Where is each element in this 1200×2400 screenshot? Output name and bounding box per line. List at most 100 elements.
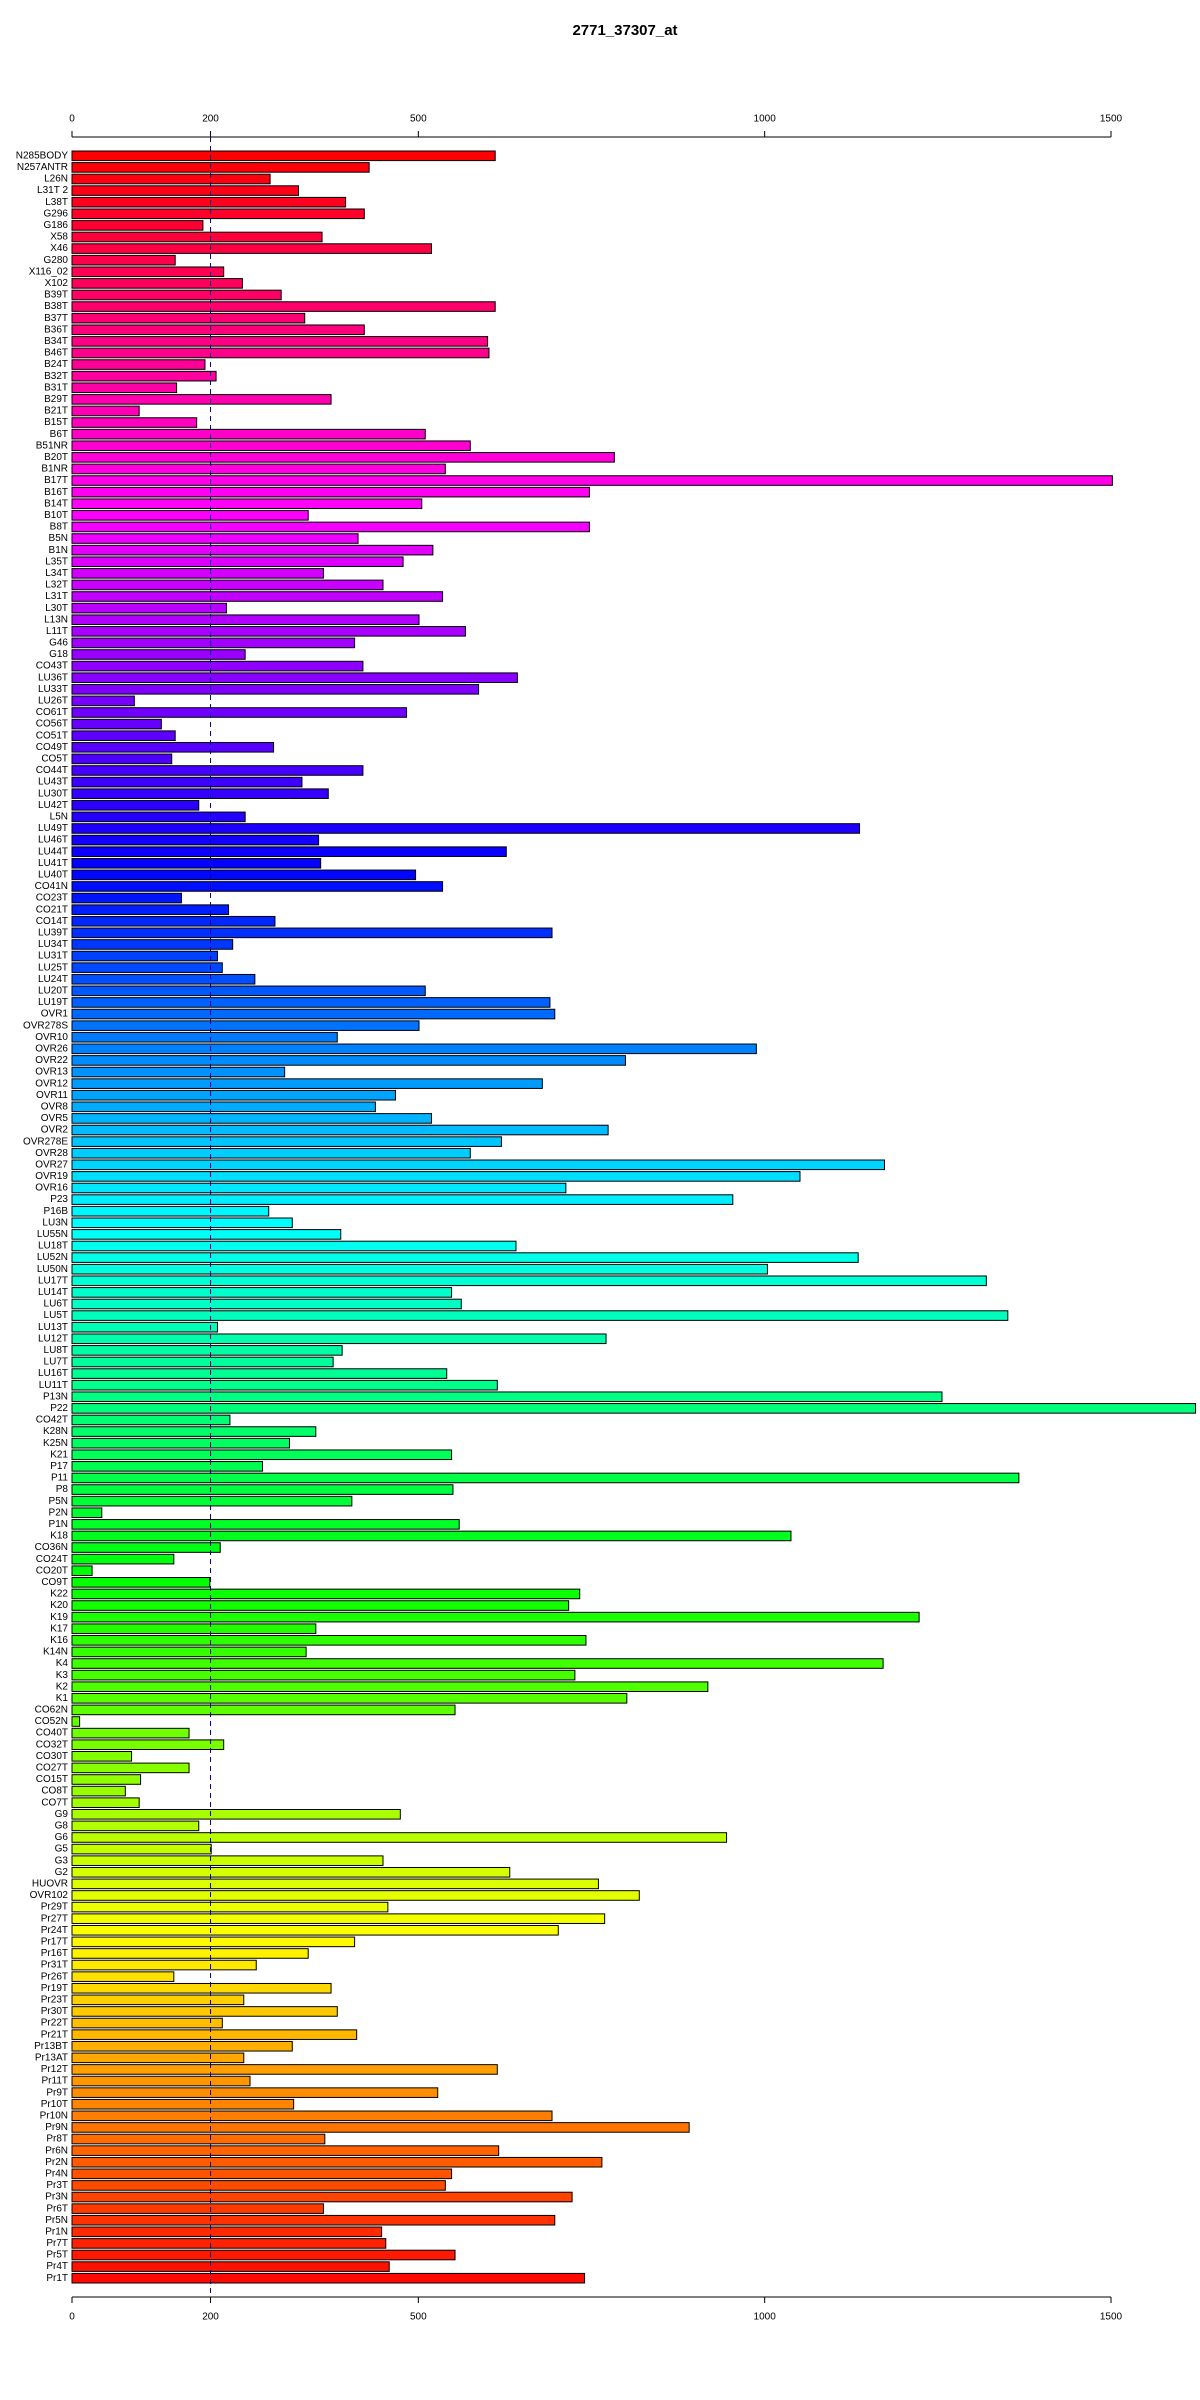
bar <box>71 1866 511 1878</box>
y-tick-label: G2 <box>55 1867 69 1878</box>
bar <box>71 1681 709 1693</box>
y-tick-label: B34T <box>44 336 68 347</box>
y-tick-label: L30T <box>45 603 68 614</box>
y-tick-label: CO36N <box>35 1542 68 1553</box>
bar <box>71 1252 859 1263</box>
bar <box>71 521 590 533</box>
bar <box>71 1577 211 1588</box>
y-tick-label: B14T <box>44 498 68 509</box>
y-tick-label: OVR5 <box>41 1113 69 1124</box>
y-tick-label: OVR27 <box>35 1159 68 1170</box>
bar <box>71 1901 389 1913</box>
x-tick-label: 200 <box>202 2312 219 2323</box>
bar <box>71 1124 609 1136</box>
y-tick-label: Pr17T <box>41 1937 68 1948</box>
y-tick-label: L35T <box>45 556 68 567</box>
bar <box>71 498 423 510</box>
bar <box>71 1020 420 1031</box>
bar <box>71 1461 263 1472</box>
bar <box>71 196 347 208</box>
bar <box>71 1287 453 1298</box>
bar <box>71 2133 326 2145</box>
y-tick-label: LU55N <box>37 1229 68 1240</box>
bar <box>71 672 518 683</box>
y-tick-label: L31T <box>45 591 68 602</box>
bar <box>71 1229 342 1240</box>
y-tick-label: K20 <box>50 1600 68 1611</box>
bar <box>71 1530 792 1542</box>
y-tick-label: CO56T <box>36 719 68 730</box>
y-tick-label: CO44T <box>36 765 68 776</box>
bar <box>71 1147 471 1159</box>
bar <box>71 510 309 521</box>
y-tick-label: OVR19 <box>35 1171 68 1182</box>
y-tick-label: LU14T <box>38 1287 68 1298</box>
bar <box>71 973 256 985</box>
y-tick-label: Pr9T <box>46 2087 68 2098</box>
bar <box>71 915 276 927</box>
bar <box>71 823 861 834</box>
y-tick-label: LU7T <box>44 1357 68 1368</box>
bar <box>71 243 432 254</box>
y-tick-label: HUOVR <box>32 1879 68 1890</box>
bar <box>71 1240 517 1252</box>
bar <box>71 1727 190 1739</box>
bar <box>71 324 365 336</box>
y-tick-label: K4 <box>56 1658 69 1669</box>
bar <box>71 2261 390 2272</box>
bar <box>71 892 182 904</box>
bar <box>71 1379 498 1391</box>
bar <box>71 2238 387 2249</box>
y-tick-label: CO32T <box>36 1739 68 1750</box>
bar <box>71 220 204 231</box>
bar <box>71 997 551 1008</box>
bar <box>71 475 1113 486</box>
bar <box>71 2249 456 2261</box>
y-tick-label: B20T <box>44 452 68 463</box>
y-tick-label: LU24T <box>38 974 68 985</box>
y-tick-label: Pr13AT <box>35 2052 68 2063</box>
bar <box>71 2029 358 2040</box>
y-tick-label: X46 <box>50 243 68 254</box>
y-tick-label: LU50N <box>37 1264 68 1275</box>
bar <box>71 1704 456 1716</box>
y-tick-label: LU17T <box>38 1275 68 1286</box>
y-tick-label: LU44T <box>38 846 68 857</box>
y-tick-label: LU16T <box>38 1368 68 1379</box>
bar <box>71 568 324 579</box>
bar <box>71 359 206 370</box>
x-tick-label: 1000 <box>754 2312 777 2323</box>
bar <box>71 904 230 915</box>
y-tick-label: L34T <box>45 568 68 579</box>
y-tick-label: OVR278E <box>23 1136 68 1147</box>
x-tick-label: 1500 <box>1100 114 1123 125</box>
bar <box>71 1414 231 1426</box>
y-tick-label: G18 <box>49 649 68 660</box>
bar <box>71 2006 338 2017</box>
bar <box>71 533 359 544</box>
bar <box>71 1205 270 1217</box>
bar <box>71 1948 309 1959</box>
y-tick-label: Pr4T <box>46 2261 68 2272</box>
y-tick-label: OVR11 <box>36 1090 68 1101</box>
bar <box>71 336 489 347</box>
y-tick-label: LU3N <box>42 1217 68 1228</box>
y-tick-label: Pr10N <box>40 2110 68 2121</box>
bar <box>71 2272 586 2284</box>
bar <box>71 1101 376 1113</box>
bar <box>71 463 446 475</box>
y-tick-label: CO52N <box>35 1716 68 1727</box>
bar <box>71 2226 383 2238</box>
y-tick-label: N285BODY <box>16 150 69 161</box>
bar <box>71 2168 453 2180</box>
bar <box>71 1936 356 1948</box>
bar <box>71 312 306 324</box>
bar <box>71 939 234 950</box>
y-tick-label: CO8T <box>41 1786 68 1797</box>
y-tick-label: B51NR <box>36 440 68 451</box>
y-tick-label: LU40T <box>38 870 68 881</box>
y-tick-label: G186 <box>44 220 69 231</box>
y-tick-label: Pr29T <box>41 1902 68 1913</box>
bar <box>71 1333 607 1345</box>
bar <box>71 1716 81 1727</box>
